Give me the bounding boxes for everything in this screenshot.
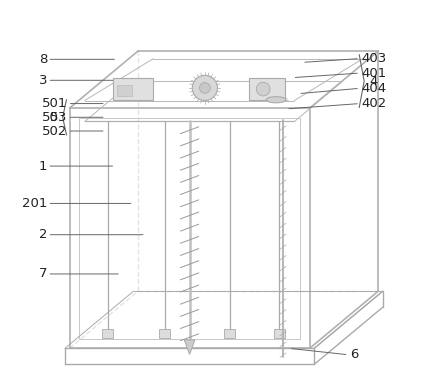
Text: 8: 8: [39, 53, 48, 66]
Text: 4: 4: [369, 74, 377, 88]
Text: 6: 6: [350, 348, 358, 361]
Text: 502: 502: [42, 124, 67, 137]
Bar: [250, 78, 285, 100]
Text: 7: 7: [39, 268, 48, 280]
Text: 403: 403: [361, 52, 386, 65]
Bar: [224, 329, 235, 338]
Text: 201: 201: [22, 197, 48, 210]
Text: 401: 401: [361, 66, 386, 79]
Circle shape: [256, 82, 270, 96]
Text: 404: 404: [361, 82, 386, 95]
Text: 503: 503: [42, 111, 67, 124]
Text: 1: 1: [39, 160, 48, 172]
Bar: [102, 329, 113, 338]
Text: 501: 501: [42, 97, 67, 110]
Bar: [117, 85, 132, 96]
Ellipse shape: [266, 97, 286, 103]
Text: 3: 3: [39, 74, 48, 87]
Circle shape: [192, 75, 218, 101]
Bar: [113, 78, 153, 100]
Text: 2: 2: [39, 228, 48, 241]
Text: 402: 402: [361, 97, 386, 110]
Circle shape: [199, 83, 210, 93]
Text: 5: 5: [50, 111, 58, 124]
Bar: [159, 329, 170, 338]
Polygon shape: [184, 340, 195, 354]
Bar: [274, 329, 285, 338]
